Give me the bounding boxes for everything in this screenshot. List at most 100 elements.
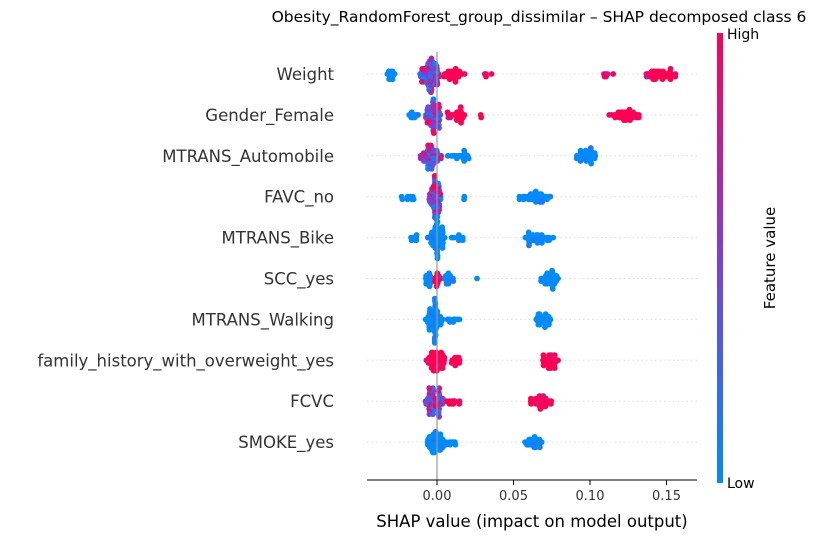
shap-point bbox=[436, 385, 443, 392]
shap-point bbox=[428, 89, 434, 96]
shap-point bbox=[426, 354, 433, 361]
shap-point bbox=[463, 152, 469, 159]
shap-point bbox=[538, 278, 545, 284]
shap-point bbox=[420, 158, 427, 164]
shap-point bbox=[432, 403, 439, 410]
shap-point bbox=[436, 73, 443, 80]
shap-point bbox=[544, 237, 551, 244]
shap-point bbox=[544, 360, 551, 366]
shap-point bbox=[456, 237, 462, 244]
shap-point bbox=[435, 278, 442, 284]
shap-point bbox=[428, 55, 435, 62]
colorbar-low-label: Low bbox=[727, 476, 755, 492]
shap-point bbox=[426, 385, 433, 392]
shap-point bbox=[404, 196, 411, 203]
shap-point bbox=[643, 73, 650, 80]
shap-point bbox=[461, 158, 468, 164]
shap-point bbox=[448, 234, 455, 241]
shap-point bbox=[478, 114, 485, 121]
shap-point bbox=[430, 96, 437, 103]
shap-point bbox=[662, 73, 668, 80]
shap-point bbox=[667, 65, 674, 72]
shap-point bbox=[453, 117, 460, 123]
shap-point bbox=[426, 434, 433, 440]
shap-point bbox=[544, 280, 551, 287]
shap-point bbox=[555, 357, 561, 364]
shap-point bbox=[455, 232, 462, 238]
shap-point bbox=[426, 326, 433, 333]
shap-point bbox=[450, 68, 457, 75]
shap-point bbox=[526, 242, 532, 249]
shap-point bbox=[384, 71, 391, 77]
feature-label: MTRANS_Walking bbox=[192, 310, 335, 330]
shap-point bbox=[446, 76, 453, 83]
shap-point bbox=[449, 439, 456, 445]
shap-point bbox=[461, 147, 468, 154]
shap-point bbox=[408, 109, 415, 116]
shap-point bbox=[428, 349, 435, 356]
feature-label: Weight bbox=[277, 65, 335, 84]
shap-point bbox=[535, 232, 541, 238]
shap-point bbox=[588, 160, 595, 167]
shap-point bbox=[430, 242, 436, 249]
feature-label: MTRANS_Bike bbox=[222, 229, 335, 249]
shap-point bbox=[428, 165, 435, 172]
shap-point bbox=[430, 183, 437, 190]
shap-point bbox=[426, 283, 433, 290]
shap-point bbox=[447, 319, 453, 325]
x-tick-label: 0.15 bbox=[652, 489, 681, 504]
shap-point bbox=[431, 173, 438, 179]
shap-point bbox=[544, 196, 550, 203]
shap-point bbox=[524, 234, 531, 241]
shap-point bbox=[436, 447, 442, 453]
shap-point bbox=[445, 68, 452, 75]
shap-point bbox=[436, 413, 442, 420]
shap-point bbox=[422, 65, 429, 72]
colorbar-high-label: High bbox=[727, 27, 759, 43]
shap-point bbox=[524, 441, 530, 448]
shap-point bbox=[474, 275, 480, 282]
shap-point bbox=[430, 130, 437, 137]
shap-point bbox=[447, 114, 454, 121]
shap-point bbox=[525, 229, 532, 236]
shap-point bbox=[652, 76, 659, 83]
shap-point bbox=[441, 73, 447, 80]
shap-point bbox=[527, 191, 534, 198]
shap-point bbox=[388, 76, 394, 83]
shap-point bbox=[439, 224, 446, 231]
shap-point bbox=[456, 152, 463, 159]
feature-label: SCC_yes bbox=[264, 270, 334, 290]
colorbar-label: Feature value bbox=[761, 207, 779, 309]
shap-point bbox=[450, 278, 457, 284]
shap-point bbox=[456, 316, 463, 323]
shap-point bbox=[587, 145, 594, 151]
feature-label: FAVC_no bbox=[264, 188, 334, 208]
shap-point bbox=[538, 439, 545, 445]
shap-point bbox=[389, 68, 396, 75]
shap-point bbox=[542, 324, 548, 331]
x-tick-label: 0.05 bbox=[499, 489, 528, 504]
shap-point bbox=[604, 71, 611, 77]
shap-point bbox=[545, 365, 552, 371]
shap-point bbox=[553, 273, 560, 279]
shap-point bbox=[410, 196, 417, 203]
shap-point bbox=[431, 295, 438, 302]
shap-point bbox=[534, 239, 541, 246]
shap-point bbox=[516, 196, 523, 203]
shap-point bbox=[626, 106, 633, 113]
shap-point bbox=[582, 147, 589, 154]
shap-point bbox=[445, 270, 452, 277]
shap-point bbox=[544, 270, 551, 277]
shap-point bbox=[456, 400, 463, 407]
colorbar bbox=[717, 33, 723, 483]
feature-label: FCVC bbox=[290, 392, 334, 411]
shap-point bbox=[540, 393, 547, 399]
shap-point bbox=[427, 199, 433, 205]
feature-label: MTRANS_Automobile bbox=[162, 147, 334, 167]
shap-point bbox=[425, 60, 432, 67]
shap-point bbox=[425, 313, 432, 320]
shap-point bbox=[547, 316, 554, 323]
shap-point bbox=[418, 78, 425, 85]
shap-point bbox=[448, 400, 455, 407]
feature-label: SMOKE_yes bbox=[238, 433, 334, 453]
